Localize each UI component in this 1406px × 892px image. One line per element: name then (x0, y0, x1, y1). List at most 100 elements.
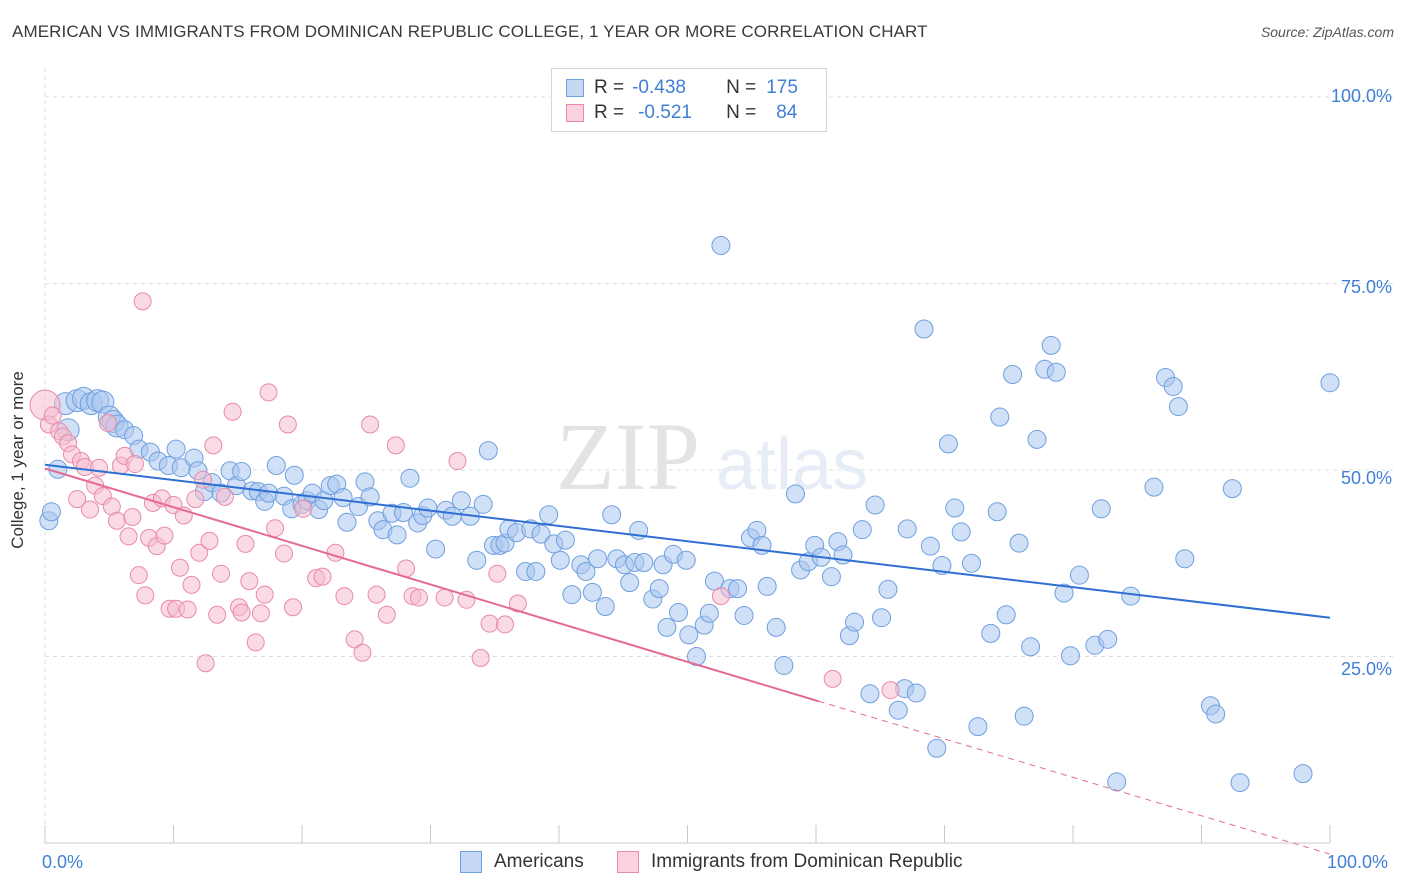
american-point (418, 498, 438, 518)
dominican-point (155, 526, 174, 545)
dominican-point (240, 572, 259, 591)
y-tick-label: 25.0% (1340, 659, 1392, 679)
dominican-trend-extension (818, 700, 1331, 855)
dominican-point (435, 588, 454, 607)
dominican-point (457, 590, 476, 609)
dominican-point (488, 564, 507, 583)
dominican-point (275, 544, 294, 563)
dominican-point (236, 534, 255, 553)
american-point (785, 484, 805, 504)
american-point (1027, 429, 1047, 449)
american-point (41, 502, 61, 522)
american-point (669, 602, 689, 622)
american-point (711, 235, 731, 255)
dominican-point (284, 598, 303, 617)
legend-swatch-dominican (617, 851, 639, 873)
dominican-point (212, 564, 231, 583)
dominican-point (386, 436, 405, 455)
american-point (602, 505, 622, 525)
american-point (473, 494, 493, 514)
american-point (360, 487, 380, 507)
dominican-point (255, 585, 274, 604)
american-point (699, 603, 719, 623)
dominican-point (294, 499, 313, 518)
american-point (1009, 533, 1029, 553)
american-point (595, 597, 615, 617)
american-point (996, 605, 1016, 625)
dominican-point (278, 415, 297, 434)
american-point (774, 655, 794, 675)
dominican-point (266, 519, 285, 538)
legend-swatch-americans (566, 79, 584, 97)
american-point (284, 465, 304, 485)
american-point (927, 738, 947, 758)
dominican-point (345, 630, 364, 649)
legend-n-value: 175 (766, 77, 798, 98)
dominican-point (232, 603, 251, 622)
legend-r-value: -0.521 (638, 102, 692, 123)
dominican-point (182, 575, 201, 594)
american-point (865, 495, 885, 515)
american-point (266, 456, 286, 476)
american-point (968, 717, 988, 737)
legend-n-label: N = (726, 102, 757, 123)
dominican-point (246, 633, 265, 652)
dominican-point (123, 507, 142, 526)
american-point (1041, 335, 1061, 355)
american-point (649, 579, 669, 599)
american-point (1222, 479, 1242, 499)
american-point (990, 407, 1010, 427)
dominican-point (125, 455, 144, 474)
dominican-point (711, 587, 730, 606)
legend-row-dominican: R = -0.521 N = 84 (566, 102, 797, 124)
dominican-point (136, 586, 155, 605)
y-tick-label: 100.0% (1330, 86, 1392, 106)
american-point (166, 439, 186, 459)
dominican-point (80, 500, 99, 519)
american-point (1060, 646, 1080, 666)
american-point (588, 549, 608, 569)
americans-points (39, 235, 1340, 793)
y-axis-label: College, 1 year or more (8, 371, 27, 549)
legend-n-label: N = (726, 77, 757, 98)
dominican-point (377, 605, 396, 624)
american-point (676, 550, 696, 570)
watermark-zip: ZIP (556, 403, 700, 510)
american-point (945, 498, 965, 518)
dominican-point (89, 458, 108, 477)
dominican-point (480, 614, 499, 633)
american-point (562, 585, 582, 605)
legend-swatch-americans (460, 851, 482, 873)
legend-r-label: R = (594, 102, 625, 123)
dominican-point (326, 543, 345, 562)
american-point (1168, 397, 1188, 417)
american-point (951, 522, 971, 542)
american-point (1175, 549, 1195, 569)
dominican-trend-line (44, 467, 819, 703)
american-point (478, 441, 498, 461)
american-point (1091, 499, 1111, 519)
series-legend: Americans Immigrants from Dominican Repu… (0, 851, 1406, 877)
american-point (426, 539, 446, 559)
american-point (878, 579, 898, 599)
american-point (1098, 629, 1118, 649)
american-point (539, 505, 559, 525)
american-point (387, 525, 407, 545)
american-point (938, 434, 958, 454)
american-point (734, 605, 754, 625)
legend-label-dominican: Immigrants from Dominican Republic (651, 851, 963, 872)
dominican-point (471, 648, 490, 667)
americans-trend-line (44, 463, 1331, 619)
legend-item-dominican: Immigrants from Dominican Republic (617, 851, 963, 873)
american-point (1144, 477, 1164, 497)
dominican-points (29, 292, 900, 700)
dominican-point (448, 452, 467, 471)
american-point (1014, 706, 1034, 726)
american-point (1046, 362, 1066, 382)
dominican-point (133, 292, 152, 311)
american-point (442, 506, 462, 526)
dominican-point (107, 511, 126, 530)
dominican-point (335, 587, 354, 606)
american-point (1293, 764, 1313, 784)
